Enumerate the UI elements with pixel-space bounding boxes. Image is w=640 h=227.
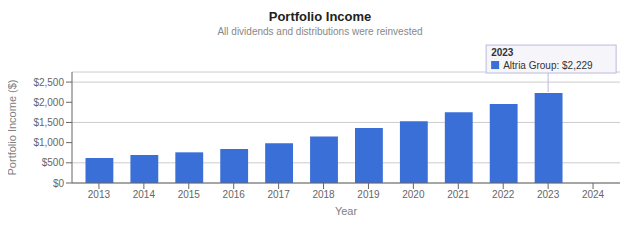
svg-text:$1,500: $1,500 (33, 117, 64, 128)
svg-text:$2,500: $2,500 (33, 77, 64, 88)
svg-text:2016: 2016 (223, 189, 246, 200)
svg-text:$1,000: $1,000 (33, 137, 64, 148)
svg-text:Altria Group: $2,229: Altria Group: $2,229 (503, 60, 593, 71)
svg-text:2018: 2018 (312, 189, 335, 200)
svg-text:$2,000: $2,000 (33, 97, 64, 108)
svg-text:2022: 2022 (492, 189, 515, 200)
svg-text:2015: 2015 (178, 189, 201, 200)
html-text:All dividends and distribution: All dividends and distributions were rei… (217, 26, 423, 37)
svg-text:2020: 2020 (402, 189, 425, 200)
svg-text:2017: 2017 (267, 189, 290, 200)
svg-text:2023: 2023 (491, 47, 514, 58)
svg-text:$0: $0 (53, 178, 65, 189)
svg-text:Portfolio Income ($): Portfolio Income ($) (8, 80, 18, 176)
svg-text:2024: 2024 (582, 189, 605, 200)
svg-text:2019: 2019 (357, 189, 380, 200)
svg-text:2023: 2023 (537, 189, 560, 200)
html-text:Portfolio Income: Portfolio Income (268, 9, 372, 24)
svg-text:Year: Year (335, 205, 358, 217)
svg-text:$500: $500 (42, 157, 65, 168)
svg-text:2014: 2014 (133, 189, 156, 200)
svg-text:2021: 2021 (447, 189, 470, 200)
svg-text:2013: 2013 (88, 189, 111, 200)
